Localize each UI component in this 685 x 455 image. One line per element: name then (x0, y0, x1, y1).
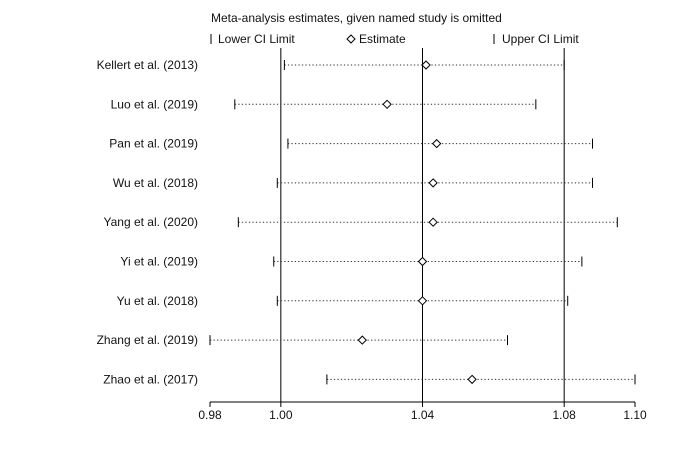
estimate-marker (431, 138, 442, 149)
study-label: Zhang et al. (2019) (97, 333, 198, 347)
x-tick-label: 1.08 (552, 408, 576, 422)
study-row: Luo et al. (2019) (111, 97, 537, 111)
legend-label: Upper CI Limit (502, 32, 579, 46)
study-row: Yi et al. (2019) (120, 255, 583, 269)
estimate-marker (417, 296, 428, 306)
study-label: Zhao et al. (2017) (103, 372, 198, 386)
estimate-marker (421, 60, 431, 70)
x-axis: 0.98 1.00 1.04 1.08 1.10 (198, 401, 647, 422)
study-label: Yu et al. (2018) (117, 294, 198, 308)
study-row: Wu et al. (2018) (113, 176, 593, 190)
legend: Lower CI Limit Estimate Upper CI Limit (210, 32, 579, 46)
study-label: Kellert et al. (2013) (97, 58, 198, 72)
x-tick-label: 1.10 (623, 408, 647, 422)
study-rows: Kellert et al. (2013) Luo et al. (2019) Pa… (97, 58, 636, 386)
study-label: Yi et al. (2019) (120, 255, 198, 269)
legend-estimate-marker (346, 34, 356, 44)
estimate-marker (428, 178, 438, 188)
estimate-marker (357, 335, 367, 345)
x-tick-label: 0.98 (198, 408, 222, 422)
study-row: Yu et al. (2018) (117, 294, 569, 308)
study-label: Pan et al. (2019) (109, 137, 198, 151)
study-label: Yang et al. (2020) (103, 215, 198, 229)
study-row: Pan et al. (2019) (109, 137, 593, 151)
study-row: Yang et al. (2020) (103, 215, 618, 229)
x-tick-label: 1.00 (269, 408, 293, 422)
estimate-marker (417, 256, 428, 267)
estimate-marker (467, 374, 477, 385)
x-tick-label: 1.04 (411, 408, 435, 422)
study-label: Luo et al. (2019) (111, 97, 198, 111)
estimate-marker (382, 99, 392, 110)
estimate-marker (428, 217, 438, 227)
study-row: Kellert et al. (2013) (97, 58, 565, 72)
study-label: Wu et al. (2018) (113, 176, 198, 190)
study-row: Zhang et al. (2019) (97, 333, 508, 347)
legend-label: Estimate (359, 32, 406, 46)
legend-label: Lower CI Limit (218, 32, 295, 46)
chart-title: Meta-analysis estimates, given named stu… (211, 11, 502, 25)
study-row: Zhao et al. (2017) (103, 372, 636, 386)
reference-lines (280, 48, 565, 402)
